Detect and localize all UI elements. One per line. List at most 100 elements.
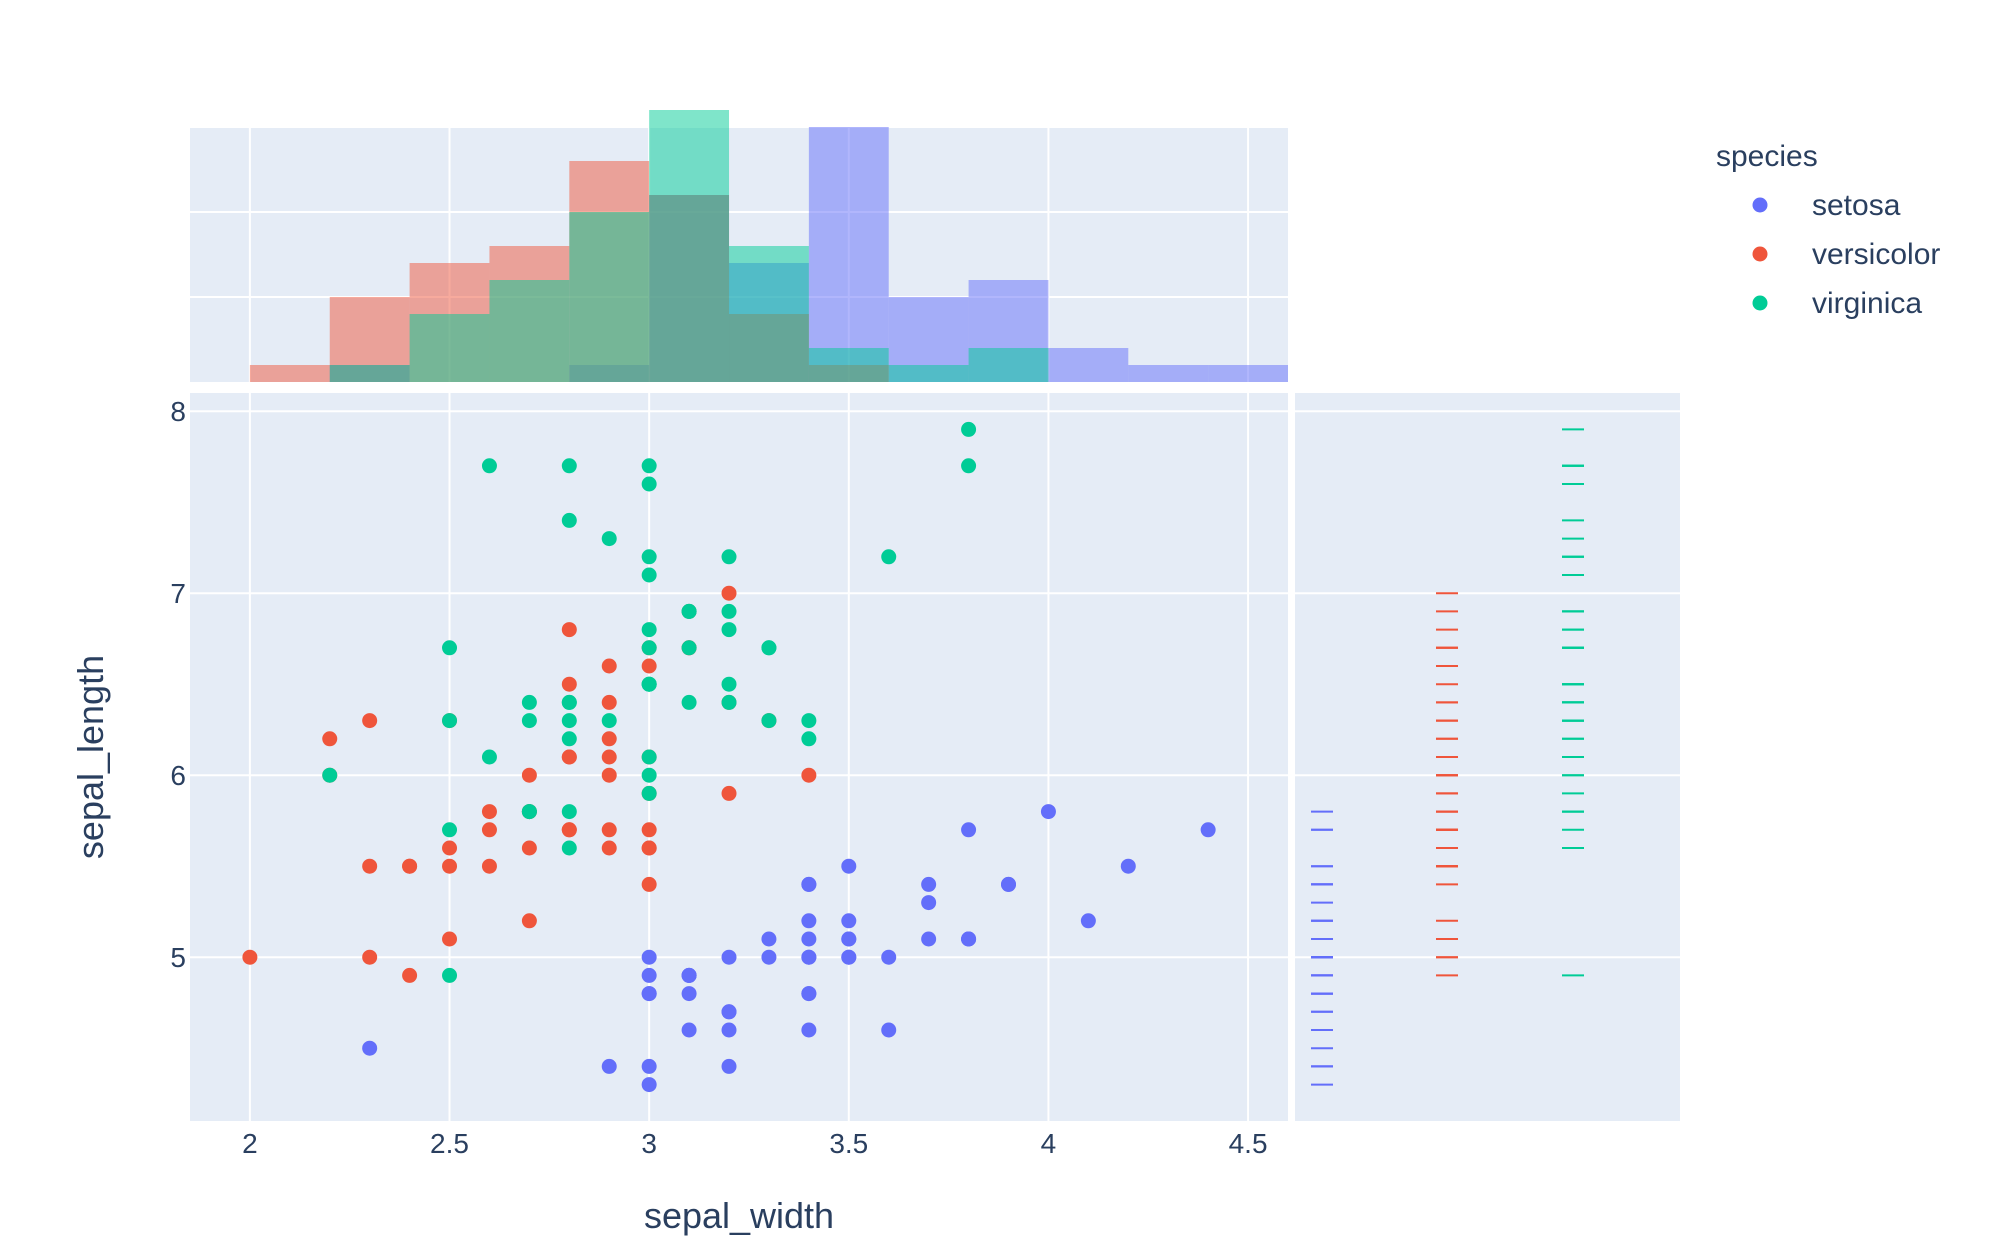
scatter-point-versicolor[interactable] — [721, 585, 737, 601]
scatter-point-virginica[interactable] — [721, 694, 737, 710]
scatter-point-virginica[interactable] — [521, 804, 537, 820]
scatter-point-virginica[interactable] — [681, 694, 697, 710]
scatter-point-setosa[interactable] — [841, 931, 857, 947]
scatter-point-setosa[interactable] — [801, 913, 817, 929]
scatter-point-versicolor[interactable] — [561, 749, 577, 765]
scatter-point-setosa[interactable] — [601, 1058, 617, 1074]
scatter-point-versicolor[interactable] — [362, 713, 378, 729]
legend-item-virginica[interactable]: virginica — [1752, 287, 1923, 320]
scatter-point-virginica[interactable] — [801, 713, 817, 729]
scatter-point-setosa[interactable] — [841, 858, 857, 874]
scatter-point-versicolor[interactable] — [442, 931, 458, 947]
scatter-point-versicolor[interactable] — [601, 767, 617, 783]
scatter-point-setosa[interactable] — [921, 876, 937, 892]
scatter-point-virginica[interactable] — [681, 603, 697, 619]
scatter-point-versicolor[interactable] — [481, 804, 497, 820]
scatter-point-setosa[interactable] — [841, 949, 857, 965]
scatter-point-virginica[interactable] — [561, 694, 577, 710]
legend-item-versicolor[interactable]: versicolor — [1752, 238, 1941, 271]
scatter-point-versicolor[interactable] — [402, 967, 418, 983]
scatter-point-virginica[interactable] — [442, 967, 458, 983]
scatter-point-setosa[interactable] — [721, 1022, 737, 1038]
scatter-point-versicolor[interactable] — [641, 658, 657, 674]
scatter-point-virginica[interactable] — [561, 512, 577, 528]
scatter-point-virginica[interactable] — [721, 676, 737, 692]
scatter-point-versicolor[interactable] — [601, 822, 617, 838]
scatter-point-setosa[interactable] — [801, 1022, 817, 1038]
scatter-point-versicolor[interactable] — [521, 913, 537, 929]
scatter-point-virginica[interactable] — [322, 767, 338, 783]
scatter-point-setosa[interactable] — [921, 931, 937, 947]
scatter-point-virginica[interactable] — [521, 694, 537, 710]
scatter-point-virginica[interactable] — [641, 549, 657, 565]
scatter-point-virginica[interactable] — [641, 767, 657, 783]
scatter-point-virginica[interactable] — [481, 458, 497, 474]
scatter-point-virginica[interactable] — [761, 640, 777, 656]
scatter-point-versicolor[interactable] — [481, 822, 497, 838]
scatter-point-versicolor[interactable] — [521, 767, 537, 783]
scatter-point-setosa[interactable] — [761, 931, 777, 947]
scatter-point-virginica[interactable] — [681, 640, 697, 656]
scatter-point-setosa[interactable] — [641, 986, 657, 1002]
scatter-point-virginica[interactable] — [641, 622, 657, 638]
scatter-point-virginica[interactable] — [601, 713, 617, 729]
scatter-point-versicolor[interactable] — [641, 876, 657, 892]
scatter-point-virginica[interactable] — [561, 731, 577, 747]
scatter-point-virginica[interactable] — [442, 640, 458, 656]
scatter-point-virginica[interactable] — [641, 749, 657, 765]
scatter-point-setosa[interactable] — [1200, 822, 1216, 838]
scatter-point-setosa[interactable] — [881, 949, 897, 965]
scatter-point-virginica[interactable] — [641, 640, 657, 656]
scatter-point-setosa[interactable] — [921, 895, 937, 911]
scatter-point-versicolor[interactable] — [641, 840, 657, 856]
scatter-point-virginica[interactable] — [601, 531, 617, 547]
scatter-point-setosa[interactable] — [681, 1022, 697, 1038]
scatter-point-virginica[interactable] — [961, 458, 977, 474]
scatter-point-virginica[interactable] — [561, 840, 577, 856]
scatter-point-virginica[interactable] — [521, 713, 537, 729]
scatter-point-virginica[interactable] — [721, 622, 737, 638]
scatter-point-virginica[interactable] — [961, 421, 977, 437]
scatter-point-virginica[interactable] — [721, 603, 737, 619]
scatter-point-setosa[interactable] — [761, 949, 777, 965]
scatter-point-setosa[interactable] — [961, 822, 977, 838]
scatter-point-versicolor[interactable] — [721, 785, 737, 801]
scatter-point-setosa[interactable] — [681, 986, 697, 1002]
scatter-point-versicolor[interactable] — [801, 767, 817, 783]
scatter-point-setosa[interactable] — [1080, 913, 1096, 929]
scatter-point-setosa[interactable] — [881, 1022, 897, 1038]
scatter-point-setosa[interactable] — [641, 967, 657, 983]
scatter-point-setosa[interactable] — [801, 876, 817, 892]
scatter-point-virginica[interactable] — [641, 785, 657, 801]
scatter-point-setosa[interactable] — [801, 931, 817, 947]
scatter-point-setosa[interactable] — [841, 913, 857, 929]
scatter-point-virginica[interactable] — [641, 458, 657, 474]
scatter-point-versicolor[interactable] — [601, 694, 617, 710]
scatter-point-versicolor[interactable] — [601, 658, 617, 674]
scatter-point-virginica[interactable] — [721, 549, 737, 565]
scatter-point-setosa[interactable] — [1040, 804, 1056, 820]
scatter-point-versicolor[interactable] — [322, 731, 338, 747]
scatter-point-versicolor[interactable] — [561, 822, 577, 838]
scatter-point-virginica[interactable] — [641, 567, 657, 583]
scatter-point-virginica[interactable] — [881, 549, 897, 565]
scatter-point-virginica[interactable] — [761, 713, 777, 729]
scatter-point-virginica[interactable] — [561, 713, 577, 729]
scatter-point-setosa[interactable] — [641, 1058, 657, 1074]
scatter-point-setosa[interactable] — [801, 949, 817, 965]
scatter-point-versicolor[interactable] — [601, 749, 617, 765]
scatter-point-versicolor[interactable] — [601, 840, 617, 856]
scatter-point-virginica[interactable] — [561, 458, 577, 474]
scatter-point-setosa[interactable] — [721, 949, 737, 965]
scatter-point-virginica[interactable] — [481, 749, 497, 765]
scatter-point-versicolor[interactable] — [442, 840, 458, 856]
scatter-point-versicolor[interactable] — [481, 858, 497, 874]
scatter-point-versicolor[interactable] — [242, 949, 258, 965]
scatter-point-versicolor[interactable] — [362, 858, 378, 874]
scatter-point-virginica[interactable] — [641, 476, 657, 492]
scatter-point-versicolor[interactable] — [561, 676, 577, 692]
scatter-point-setosa[interactable] — [1001, 876, 1017, 892]
scatter-point-versicolor[interactable] — [601, 731, 617, 747]
scatter-point-setosa[interactable] — [641, 1077, 657, 1093]
scatter-point-versicolor[interactable] — [442, 858, 458, 874]
